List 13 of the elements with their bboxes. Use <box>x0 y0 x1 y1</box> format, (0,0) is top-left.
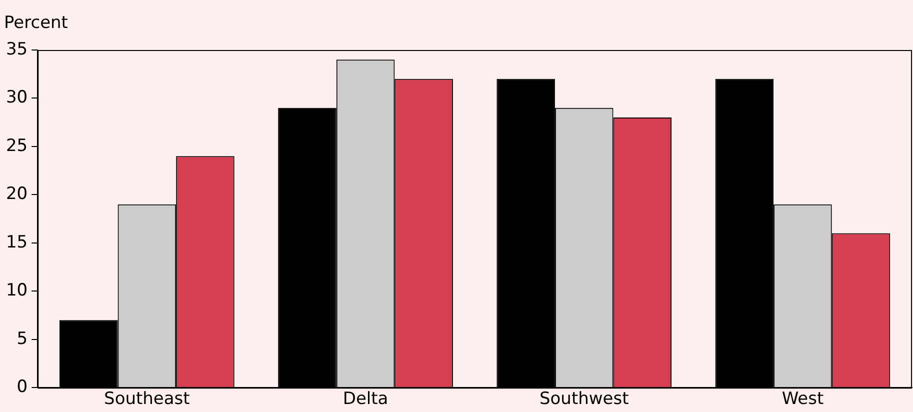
y-tick-label: 0 <box>16 377 28 398</box>
x-tick-label: Southeast <box>104 389 190 410</box>
y-tick-label: 25 <box>6 136 28 156</box>
y-tick-label: 30 <box>6 88 28 108</box>
y-tick-label: 5 <box>16 328 28 349</box>
x-tick-label: Southwest <box>539 389 630 410</box>
y-tick-label: 10 <box>6 280 28 301</box>
x-tick-label: Delta <box>342 389 388 410</box>
y-tick-label: 15 <box>6 232 28 252</box>
y-tick-label: 35 <box>6 39 28 60</box>
y-axis-title: Percent <box>4 12 68 33</box>
y-tick-label: 20 <box>6 184 28 204</box>
x-tick-label: West <box>782 389 824 410</box>
